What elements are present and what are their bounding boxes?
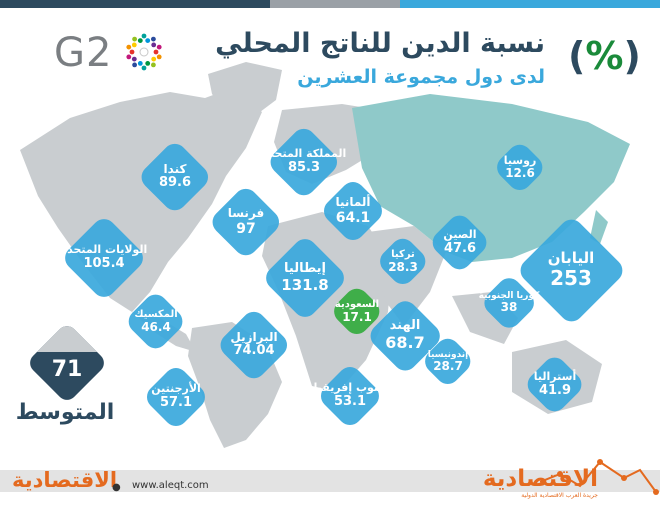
country-tile: أستراليا 41.9: [523, 353, 587, 417]
country-tile: اليابان 253: [515, 214, 627, 326]
country-tile: الهند 68.7: [365, 296, 445, 376]
brand-logo-subtitle: جريدة العرب الاقتصادية الدولية: [521, 492, 598, 499]
country-value: 68.7: [385, 333, 425, 353]
country-name: البرازيل: [230, 329, 278, 344]
country-name: روسيا: [503, 153, 537, 167]
chart-title: نسبة الدين للناتج المحلي: [215, 28, 545, 59]
chart-subtitle: لدى دول مجموعة العشرين: [297, 66, 545, 88]
brand-logo-right: الاقتصادية: [482, 466, 598, 492]
country-name: تركيا: [391, 249, 415, 261]
country-value: 131.8: [281, 275, 329, 294]
country-tile: السعودية 17.1: [329, 284, 385, 340]
country-name: إندونيسيا: [427, 349, 469, 360]
country-name: جنوب إفريقيا: [313, 381, 387, 395]
country-value: 17.1: [342, 309, 372, 324]
country-name: الأرجنتين: [151, 382, 201, 396]
website-url[interactable]: www.aleqt.com: [132, 480, 209, 491]
country-name: الولايات المتحدة: [60, 243, 148, 257]
country-name: الصين: [443, 228, 477, 242]
country-tile: روسيا 12.6: [492, 140, 548, 196]
country-value: 253: [550, 266, 592, 291]
social-icons: ●: [112, 482, 121, 493]
country-name: كوريا الجنوبية: [478, 290, 540, 301]
country-name: الهند: [389, 318, 421, 334]
country-tile: إيطاليا 131.8: [261, 234, 349, 322]
country-tile: تركيا 28.3: [375, 234, 431, 290]
map-greenland: [208, 62, 282, 118]
country-value: 41.9: [538, 382, 572, 398]
country-value: 64.1: [335, 209, 371, 226]
country-name: المكسيك: [134, 309, 178, 321]
top-color-bar: [0, 0, 660, 8]
map-asia: [352, 94, 630, 262]
brand-logo-left: الاقتصادية: [12, 468, 118, 492]
country-name: السعودية: [334, 299, 380, 311]
country-tile: المملكة المتحدة 85.3: [262, 124, 346, 200]
country-value: 12.6: [505, 166, 535, 181]
country-tile: إندونيسيا 28.7: [420, 334, 476, 390]
country-value: 53.1: [333, 393, 367, 409]
average-label: المتوسط: [15, 400, 115, 425]
country-tile: ألمانيا 64.1: [319, 177, 387, 245]
footer: [0, 458, 660, 508]
country-tile: الولايات المتحدة 105.4: [60, 214, 148, 302]
brand-chart-line-icon: [540, 459, 659, 495]
country-value: 38: [500, 300, 518, 315]
country-value: 47.6: [443, 240, 477, 256]
g20-flower-icon: [126, 33, 162, 71]
country-value: 57.1: [159, 394, 193, 410]
country-name: كندا: [163, 161, 187, 176]
country-value: 28.3: [388, 259, 418, 274]
country-tile: المكسيك 46.4: [124, 290, 188, 354]
country-name: المملكة المتحدة: [261, 147, 347, 161]
average-value: 71: [52, 357, 83, 382]
percent-badge: (%): [568, 34, 641, 78]
country-name: أستراليا: [533, 370, 577, 384]
country-tile: كندا 89.6: [137, 139, 213, 215]
country-name: إيطاليا: [284, 260, 326, 276]
country-tile: الأرجنتين 57.1: [142, 363, 210, 431]
country-tile: الصين 47.6: [428, 211, 492, 275]
country-tile: فرنسا 97: [208, 184, 284, 260]
country-tile: البرازيل 74.04: [216, 307, 292, 383]
country-value: 105.4: [83, 255, 125, 271]
country-value: 85.3: [287, 159, 321, 175]
country-tile: كوريا الجنوبية 38: [479, 273, 539, 333]
country-tile: جنوب إفريقيا 53.1: [313, 362, 387, 430]
average-badge: 71: [22, 318, 112, 408]
country-value: 89.6: [158, 175, 192, 191]
country-name: ألمانيا: [335, 195, 371, 210]
map-japan: [590, 210, 608, 244]
country-value: 74.04: [233, 343, 275, 359]
g20-logo: G2: [54, 30, 166, 80]
country-name: فرنسا: [227, 206, 265, 221]
country-value: 46.4: [141, 319, 171, 334]
country-value: 28.7: [433, 359, 463, 374]
country-name: اليابان: [547, 248, 595, 267]
country-value: 97: [236, 220, 256, 237]
